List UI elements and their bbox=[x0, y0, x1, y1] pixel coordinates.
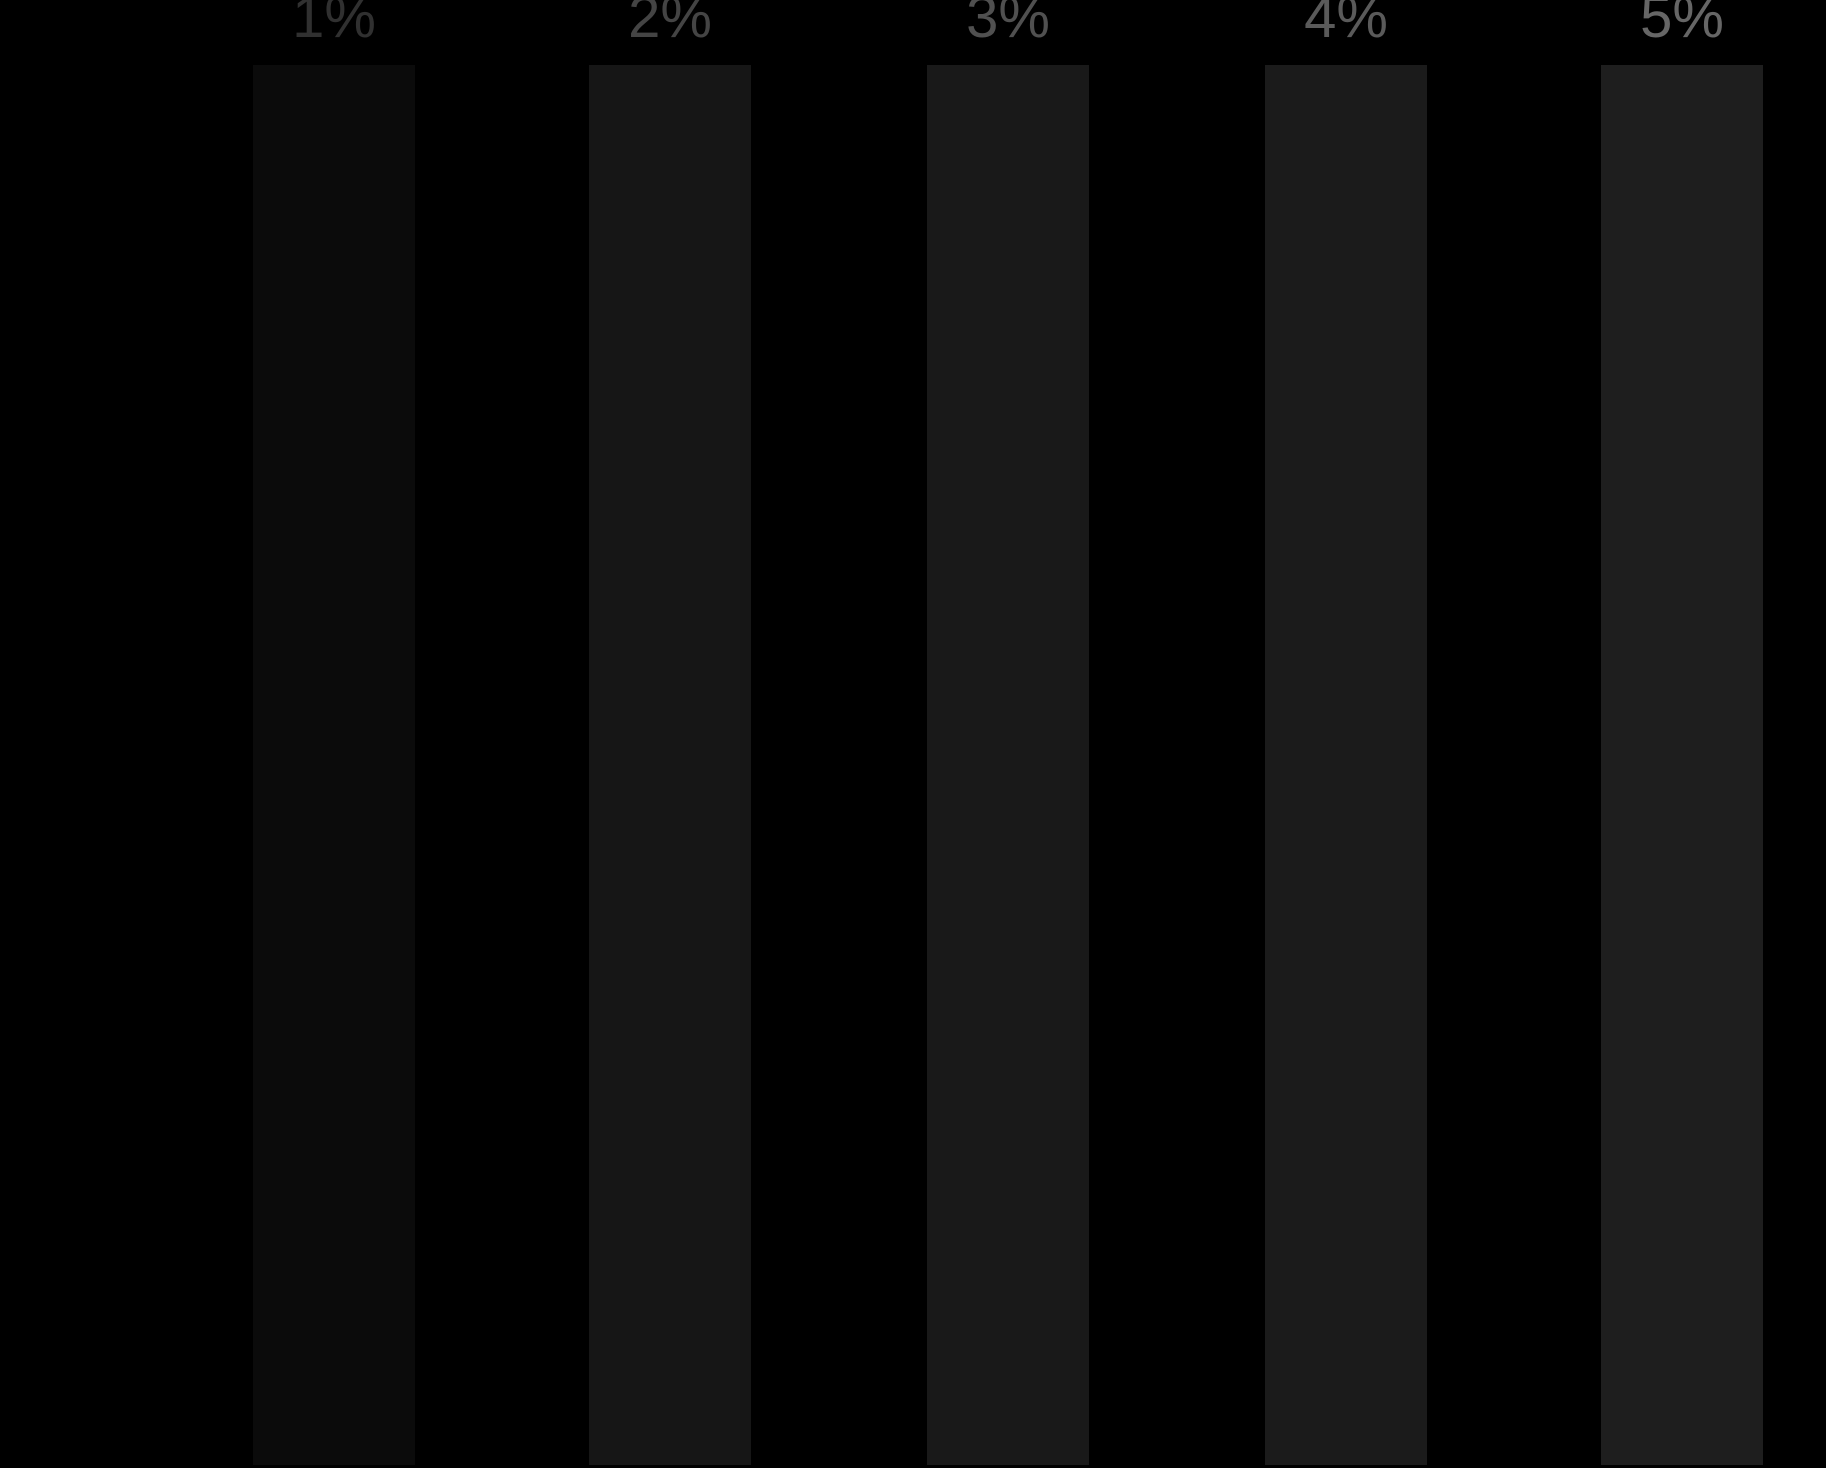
swatch-3: 3% bbox=[927, 0, 1089, 1468]
swatch-label: 5% bbox=[1640, 0, 1724, 50]
swatch-label: 1% bbox=[292, 0, 376, 50]
swatch-bar bbox=[253, 65, 415, 1465]
swatch-label: 3% bbox=[966, 0, 1050, 50]
swatch-2: 2% bbox=[589, 0, 751, 1468]
swatch-label: 4% bbox=[1304, 0, 1388, 50]
swatch-label: 2% bbox=[628, 0, 712, 50]
swatch-bar bbox=[1265, 65, 1427, 1465]
swatch-1: 1% bbox=[253, 0, 415, 1468]
swatch-4: 4% bbox=[1265, 0, 1427, 1468]
swatch-5: 5% bbox=[1601, 0, 1763, 1468]
swatch-bar bbox=[927, 65, 1089, 1465]
swatch-bar bbox=[589, 65, 751, 1465]
swatch-bar bbox=[1601, 65, 1763, 1465]
